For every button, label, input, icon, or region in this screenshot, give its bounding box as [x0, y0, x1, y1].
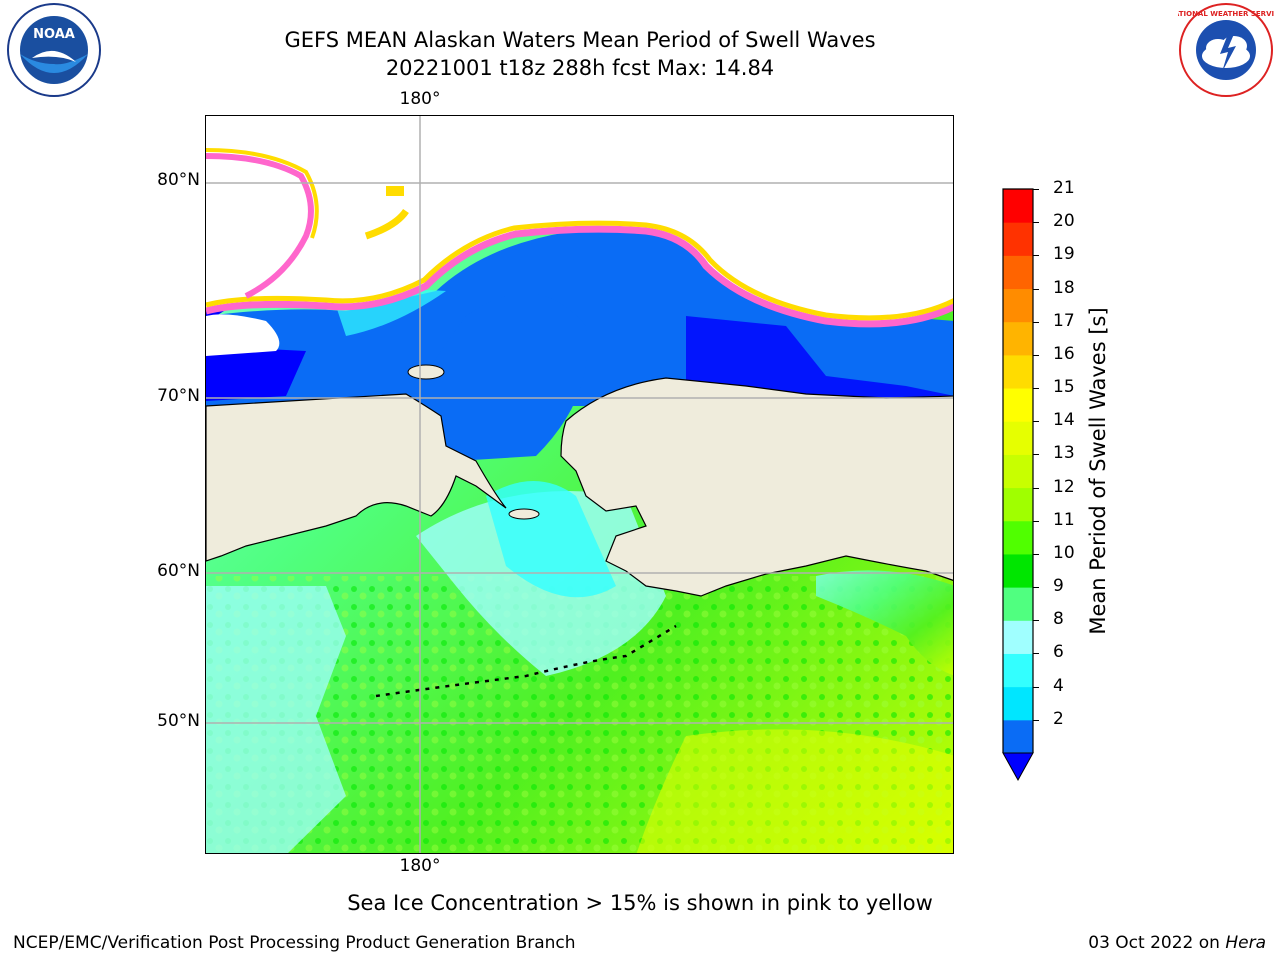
footer-credit: NCEP/EMC/Verification Post Processing Pr… — [13, 933, 576, 953]
colorbar-segment — [1003, 620, 1033, 654]
colorbar-tick-label: 12 — [1053, 476, 1075, 497]
lat-label-50n: 50°N — [157, 711, 200, 731]
footer-date: 03 Oct 2022 on Hera — [1088, 933, 1266, 953]
footer-date-text: 03 Oct 2022 on — [1088, 933, 1220, 953]
colorbar-segment — [1003, 321, 1033, 356]
colorbar-tick-mark — [1033, 354, 1039, 356]
land-russia — [206, 393, 507, 562]
colorbar-segment — [1003, 454, 1033, 489]
colorbar-tick-mark — [1033, 321, 1039, 323]
noaa-logo-text: NOAA — [33, 27, 75, 42]
land-alaska — [560, 377, 953, 597]
colorbar — [1002, 188, 1034, 782]
colorbar-tick-label: 15 — [1053, 377, 1075, 398]
colorbar-tick-mark — [1033, 222, 1039, 224]
colorbar-tick-mark — [1033, 189, 1039, 190]
colorbar-segment — [1003, 553, 1033, 588]
colorbar-tick-label: 4 — [1053, 675, 1064, 696]
colorbar-tick-mark — [1033, 587, 1039, 589]
colorbar-segment — [1003, 255, 1033, 290]
colorbar-tick-label: 13 — [1053, 443, 1075, 464]
colorbar-tick-label: 6 — [1053, 642, 1064, 663]
lat-label-60n: 60°N — [157, 561, 200, 581]
colorbar-tick-mark — [1033, 454, 1039, 456]
colorbar-tick-label: 11 — [1053, 509, 1075, 530]
colorbar-label: Mean Period of Swell Waves [s] — [1086, 307, 1110, 635]
colorbar-tick-mark — [1033, 520, 1039, 522]
lat-label-70n: 70°N — [157, 386, 200, 406]
lon-label-bottom: 180° — [399, 856, 441, 876]
colorbar-tick-label: 14 — [1053, 410, 1075, 431]
colorbar-tick-mark — [1033, 719, 1039, 721]
nws-logo: NATIONAL WEATHER SERVICE — [1168, 2, 1280, 98]
colorbar-tick-label: 21 — [1053, 178, 1075, 198]
colorbar-tick-label: 8 — [1053, 609, 1064, 630]
colorbar-segment — [1003, 388, 1033, 422]
nws-logo-text: NATIONAL WEATHER SERVICE — [1178, 10, 1274, 18]
colorbar-segment — [1003, 587, 1033, 621]
colorbar-tick-label: 17 — [1053, 310, 1075, 331]
noaa-logo: NOAA — [6, 2, 102, 98]
colorbar-tick-mark — [1033, 388, 1039, 390]
map-svg — [206, 116, 953, 853]
colorbar-tick-mark — [1033, 421, 1039, 423]
colorbar-segment — [1003, 653, 1033, 688]
lon-label-top: 180° — [399, 89, 441, 109]
colorbar-segment — [1003, 222, 1033, 256]
lat-label-80n: 80°N — [157, 170, 200, 190]
colorbar-tick-mark — [1033, 553, 1039, 555]
colorbar-tick-mark — [1033, 255, 1039, 257]
map-subtitle: 20221001 t18z 288h fcst Max: 14.84 — [385, 56, 775, 80]
colorbar-segment — [1003, 520, 1033, 555]
map-panel — [205, 115, 954, 854]
colorbar-tick-mark — [1033, 653, 1039, 655]
sea-ice-note: Sea Ice Concentration > 15% is shown in … — [347, 891, 933, 915]
colorbar-tick-label: 18 — [1053, 277, 1075, 298]
colorbar-segment — [1003, 288, 1033, 323]
colorbar-segment — [1003, 421, 1033, 455]
colorbar-tick-label: 16 — [1053, 343, 1075, 364]
colorbar-segment — [1003, 189, 1033, 223]
colorbar-tick-label: 2 — [1053, 708, 1064, 729]
footer-host: Hera — [1225, 933, 1266, 953]
colorbar-tick-mark — [1033, 620, 1039, 622]
colorbar-segment — [1003, 354, 1033, 389]
colorbar-tick-label: 19 — [1053, 244, 1075, 265]
colorbar-tick-mark — [1033, 686, 1039, 688]
colorbar-tick-mark — [1033, 487, 1039, 489]
colorbar-tick-label: 9 — [1053, 576, 1064, 597]
colorbar-tick-mark — [1033, 288, 1039, 290]
colorbar-segment — [1003, 686, 1033, 721]
colorbar-segment — [1003, 487, 1033, 522]
colorbar-segment — [1003, 719, 1033, 754]
colorbar-tick-label: 20 — [1053, 211, 1075, 232]
colorbar-extend-triangle — [1002, 752, 1034, 782]
map-title: GEFS MEAN Alaskan Waters Mean Period of … — [284, 28, 876, 52]
colorbar-tick-label: 10 — [1053, 542, 1075, 563]
